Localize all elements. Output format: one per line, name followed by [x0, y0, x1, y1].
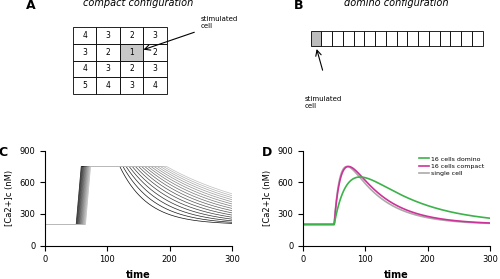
single cell [463, 221, 469, 224]
FancyBboxPatch shape [375, 31, 386, 46]
Y-axis label: [Ca2+]c (nM): [Ca2+]c (nM) [5, 170, 14, 226]
Text: stimulated
cell: stimulated cell [200, 16, 238, 30]
FancyBboxPatch shape [461, 31, 472, 46]
FancyBboxPatch shape [322, 31, 332, 46]
FancyBboxPatch shape [73, 44, 96, 61]
16 cells compact [332, 209, 338, 212]
FancyBboxPatch shape [440, 31, 450, 46]
FancyBboxPatch shape [408, 31, 418, 46]
Text: 2: 2 [152, 48, 157, 57]
Text: 3: 3 [82, 48, 87, 57]
Text: 3: 3 [152, 31, 158, 40]
16 cells compact [380, 195, 386, 198]
Line: single cell: single cell [303, 167, 490, 224]
FancyBboxPatch shape [73, 77, 96, 94]
FancyBboxPatch shape [96, 61, 120, 77]
FancyBboxPatch shape [450, 31, 461, 46]
Text: A: A [26, 0, 36, 12]
FancyBboxPatch shape [354, 31, 364, 46]
Text: 1: 1 [129, 48, 134, 57]
Text: D: D [262, 146, 272, 159]
FancyBboxPatch shape [96, 27, 120, 44]
16 cells compact [484, 221, 490, 225]
FancyBboxPatch shape [472, 31, 482, 46]
X-axis label: time: time [384, 270, 409, 279]
FancyBboxPatch shape [120, 61, 143, 77]
Text: C: C [0, 146, 8, 159]
Text: stimulated
cell: stimulated cell [304, 96, 342, 109]
Text: 2: 2 [129, 64, 134, 73]
FancyBboxPatch shape [143, 27, 167, 44]
Title: domino configuration: domino configuration [344, 0, 449, 8]
FancyBboxPatch shape [343, 31, 353, 46]
FancyBboxPatch shape [418, 31, 429, 46]
FancyBboxPatch shape [332, 31, 343, 46]
Text: B: B [294, 0, 303, 12]
FancyBboxPatch shape [73, 61, 96, 77]
single cell [332, 207, 338, 211]
FancyBboxPatch shape [396, 31, 407, 46]
16 cells compact [487, 221, 493, 225]
FancyBboxPatch shape [73, 27, 96, 44]
Line: 16 cells domino: 16 cells domino [303, 177, 490, 224]
Text: 4: 4 [82, 64, 87, 73]
16 cells compact [300, 223, 306, 226]
16 cells domino [300, 223, 306, 226]
FancyBboxPatch shape [96, 77, 120, 94]
16 cells domino [487, 217, 493, 220]
16 cells compact [372, 188, 378, 192]
Text: 3: 3 [106, 64, 110, 73]
Text: 5: 5 [82, 81, 87, 90]
FancyBboxPatch shape [143, 77, 167, 94]
single cell [300, 223, 306, 226]
Line: 16 cells compact: 16 cells compact [303, 167, 490, 224]
16 cells compact [463, 220, 469, 223]
Text: 4: 4 [82, 31, 87, 40]
Text: 4: 4 [106, 81, 110, 90]
Legend: 16 cells domino, 16 cells compact, single cell: 16 cells domino, 16 cells compact, singl… [417, 154, 487, 179]
16 cells domino [357, 175, 363, 179]
Text: 3: 3 [152, 64, 158, 73]
16 cells compact [346, 165, 352, 168]
Title: compact configuration: compact configuration [84, 0, 194, 8]
16 cells domino [332, 217, 338, 220]
FancyBboxPatch shape [429, 31, 440, 46]
FancyBboxPatch shape [143, 44, 167, 61]
X-axis label: time: time [126, 270, 151, 279]
single cell [487, 222, 493, 225]
FancyBboxPatch shape [120, 27, 143, 44]
FancyBboxPatch shape [386, 31, 396, 46]
16 cells domino [322, 223, 328, 226]
single cell [484, 222, 490, 225]
16 cells domino [484, 216, 490, 220]
16 cells domino [380, 184, 386, 187]
16 cells domino [463, 213, 469, 217]
FancyBboxPatch shape [96, 44, 120, 61]
FancyBboxPatch shape [364, 31, 375, 46]
Text: 2: 2 [129, 31, 134, 40]
FancyBboxPatch shape [120, 77, 143, 94]
single cell [372, 191, 378, 195]
single cell [380, 198, 386, 201]
Text: 4: 4 [152, 81, 158, 90]
16 cells compact [322, 223, 328, 226]
Y-axis label: [Ca2+]c (nM): [Ca2+]c (nM) [263, 170, 272, 226]
Text: 3: 3 [129, 81, 134, 90]
Text: 3: 3 [106, 31, 110, 40]
single cell [344, 165, 350, 168]
single cell [322, 223, 328, 226]
FancyBboxPatch shape [120, 44, 143, 61]
FancyBboxPatch shape [310, 31, 322, 46]
16 cells domino [372, 180, 378, 183]
Text: 2: 2 [106, 48, 110, 57]
FancyBboxPatch shape [143, 61, 167, 77]
